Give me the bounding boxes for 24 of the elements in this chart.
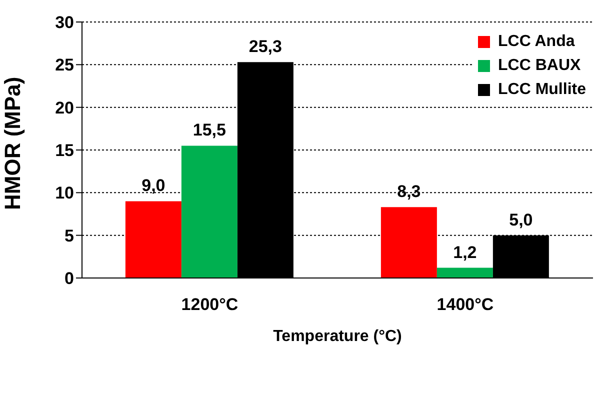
y-axis-title: HMOR (MPa) — [0, 76, 25, 210]
bar — [436, 268, 493, 278]
y-tick-label: 25 — [55, 56, 74, 75]
y-tick-label: 5 — [64, 226, 74, 246]
y-tick-label: 0 — [64, 269, 74, 288]
data-label: 25,3 — [248, 37, 282, 56]
x-axis-title: Temperature (°C) — [273, 328, 402, 345]
y-tick-label: 15 — [55, 141, 74, 160]
bar — [380, 207, 437, 278]
x-tick-label: 1200°C — [181, 295, 238, 314]
y-tick-label: 30 — [55, 13, 74, 32]
x-tick-label: 1400°C — [436, 295, 494, 314]
y-tick-label: 20 — [55, 98, 74, 118]
legend-label: LCC BAUX — [498, 57, 581, 75]
data-label: 15,5 — [192, 120, 226, 140]
data-label: 9,0 — [142, 176, 166, 196]
y-tick-label: 10 — [55, 184, 74, 203]
legend-label: LCC Mullite — [498, 81, 586, 99]
bar — [125, 201, 182, 278]
bar — [181, 146, 238, 278]
legend-label: LCC Anda — [498, 33, 575, 51]
data-label: 1,2 — [453, 242, 477, 262]
data-label: 5,0 — [509, 210, 533, 230]
data-label: 8,3 — [397, 182, 421, 202]
